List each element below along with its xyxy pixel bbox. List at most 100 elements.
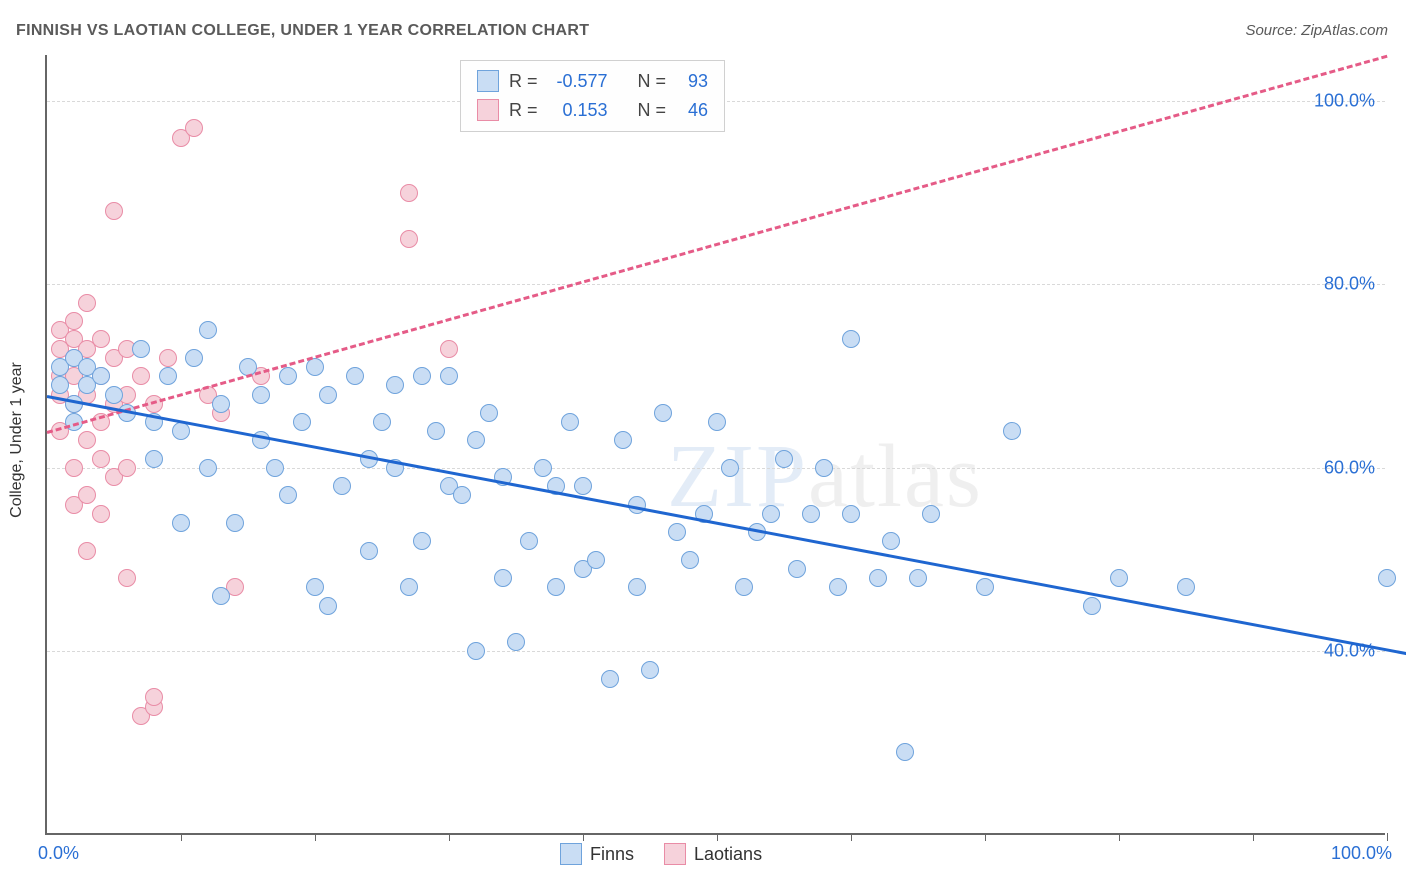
data-point	[400, 184, 418, 202]
r-label: R =	[509, 67, 538, 96]
legend-swatch	[560, 843, 582, 865]
legend-stats-row: R =0.153 N =46	[477, 96, 708, 125]
data-point	[199, 321, 217, 339]
data-point	[132, 367, 150, 385]
data-point	[306, 358, 324, 376]
legend-swatch	[477, 70, 499, 92]
data-point	[132, 340, 150, 358]
data-point	[587, 551, 605, 569]
x-tick	[717, 833, 718, 841]
n-value: 93	[676, 67, 708, 96]
data-point	[212, 395, 230, 413]
data-point	[252, 386, 270, 404]
data-point	[65, 312, 83, 330]
n-label: N =	[638, 96, 667, 125]
x-tick	[181, 833, 182, 841]
data-point	[788, 560, 806, 578]
data-point	[172, 514, 190, 532]
data-point	[333, 477, 351, 495]
data-point	[92, 330, 110, 348]
data-point	[185, 119, 203, 137]
x-tick	[1387, 833, 1388, 841]
gridline	[47, 651, 1385, 652]
legend-label: Finns	[590, 844, 634, 865]
data-point	[708, 413, 726, 431]
x-tick	[1253, 833, 1254, 841]
data-point	[721, 459, 739, 477]
x-tick	[1119, 833, 1120, 841]
data-point	[159, 367, 177, 385]
data-point	[226, 514, 244, 532]
data-point	[494, 569, 512, 587]
data-point	[735, 578, 753, 596]
data-point	[601, 670, 619, 688]
data-point	[92, 450, 110, 468]
gridline	[47, 468, 1385, 469]
gridline	[47, 284, 1385, 285]
data-point	[51, 376, 69, 394]
r-label: R =	[509, 96, 538, 125]
data-point	[400, 230, 418, 248]
data-point	[1003, 422, 1021, 440]
chart-title: FINNISH VS LAOTIAN COLLEGE, UNDER 1 YEAR…	[16, 22, 589, 40]
x-tick	[449, 833, 450, 841]
legend-swatch	[664, 843, 686, 865]
source-attribution: Source: ZipAtlas.com	[1245, 22, 1388, 39]
data-point	[105, 202, 123, 220]
correlation-legend: R =-0.577 N =93R =0.153 N =46	[460, 60, 725, 132]
data-point	[293, 413, 311, 431]
data-point	[1083, 597, 1101, 615]
data-point	[159, 349, 177, 367]
data-point	[118, 569, 136, 587]
data-point	[922, 505, 940, 523]
data-point	[92, 367, 110, 385]
data-point	[199, 459, 217, 477]
data-point	[534, 459, 552, 477]
data-point	[427, 422, 445, 440]
data-point	[78, 431, 96, 449]
data-point	[628, 578, 646, 596]
data-point	[480, 404, 498, 422]
data-point	[842, 330, 860, 348]
data-point	[802, 505, 820, 523]
data-point	[869, 569, 887, 587]
data-point	[762, 505, 780, 523]
data-point	[453, 486, 471, 504]
legend-stats-row: R =-0.577 N =93	[477, 67, 708, 96]
data-point	[78, 294, 96, 312]
y-tick-label: 60.0%	[1324, 457, 1375, 478]
data-point	[654, 404, 672, 422]
data-point	[360, 542, 378, 560]
legend-item: Finns	[560, 843, 634, 865]
data-point	[172, 422, 190, 440]
legend-item: Laotians	[664, 843, 762, 865]
data-point	[507, 633, 525, 651]
data-point	[105, 386, 123, 404]
data-point	[882, 532, 900, 550]
data-point	[896, 743, 914, 761]
data-point	[547, 578, 565, 596]
data-point	[279, 367, 297, 385]
data-point	[373, 413, 391, 431]
data-point	[279, 486, 297, 504]
data-point	[319, 386, 337, 404]
data-point	[440, 340, 458, 358]
y-tick-label: 100.0%	[1314, 90, 1375, 111]
data-point	[842, 505, 860, 523]
data-point	[78, 542, 96, 560]
data-point	[614, 431, 632, 449]
data-point	[574, 477, 592, 495]
x-tick	[583, 833, 584, 841]
data-point	[668, 523, 686, 541]
x-tick	[315, 833, 316, 841]
x-axis-min-label: 0.0%	[38, 843, 79, 864]
data-point	[1378, 569, 1396, 587]
data-point	[386, 376, 404, 394]
data-point	[520, 532, 538, 550]
data-point	[440, 367, 458, 385]
x-axis-max-label: 100.0%	[1331, 843, 1392, 864]
data-point	[65, 459, 83, 477]
series-legend: Finns Laotians	[560, 843, 762, 865]
data-point	[185, 349, 203, 367]
data-point	[212, 587, 230, 605]
